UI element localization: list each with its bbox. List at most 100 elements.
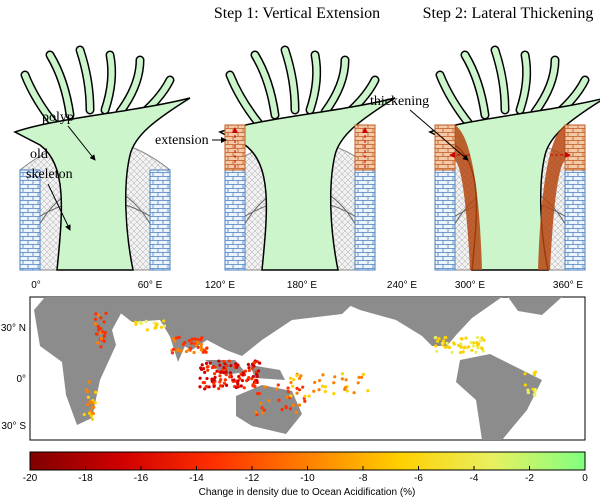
reef-point [86,402,90,407]
reef-point [204,385,208,389]
colorbar-tick-label: -2 [525,473,534,484]
reef-point [262,408,266,412]
reef-point [94,390,98,394]
reef-point [352,391,356,395]
reef-point [295,373,299,378]
reef-point [204,361,209,365]
reef-point [184,349,189,354]
reef-point [212,382,216,386]
reef-point [200,363,204,367]
reef-point [222,381,227,385]
label: skeleton [26,167,73,182]
reef-point [208,361,212,365]
reef-point [205,346,209,350]
reef-point [340,372,345,376]
reef-point [434,336,438,340]
reef-point [196,337,200,342]
reef-point [176,348,180,353]
reef-point [444,336,448,340]
step-panels: Step 1: Vertical Extension Step 2: Later… [15,5,600,270]
longitude-label: 360° E [553,280,583,291]
reef-point [162,319,166,323]
reef-point [286,386,290,390]
reef-point [482,338,486,342]
reef-point [243,369,248,373]
reef-point [340,377,344,381]
reef-point [332,392,336,396]
reef-point [224,370,228,374]
reef-point [203,387,207,391]
reef-point [103,330,107,335]
reef-point [366,389,370,393]
reef-point [234,385,238,390]
reef-point [533,393,537,397]
colorbar-tick-label: -12 [245,473,260,484]
reef-point [299,374,303,378]
reef-point [159,325,164,329]
reef-point [533,387,537,392]
colorbar: Change in density due to Ocean Acidifica… [23,451,588,498]
reef-point [478,339,483,343]
reef-point [294,410,298,414]
reef-point [288,376,293,380]
reef-point [87,411,92,415]
reef-point [441,339,446,343]
reef-point [301,385,305,389]
reef-point [435,349,439,353]
reef-point [218,374,222,378]
longitude-label: 180° E [287,280,317,291]
reef-point [526,388,530,392]
reef-point [245,379,249,383]
reef-point [255,374,259,378]
reef-point [313,380,317,384]
reef-point [480,347,484,351]
reef-point [284,405,288,409]
reef-point [461,350,465,354]
reef-point [173,339,177,343]
reef-point [88,400,92,404]
reef-point [145,328,149,332]
reef-point [222,365,226,370]
reef-point [224,383,229,388]
reef-point [196,340,200,344]
reef-point [320,384,325,388]
reef-point [474,350,478,354]
reef-point [288,407,292,411]
reef-point [217,386,221,391]
reef-point [99,336,104,341]
reef-point [467,345,471,349]
reef-point [223,378,227,382]
reef-point [470,348,474,352]
reef-point [359,375,364,379]
reef-point [225,364,229,368]
reef-point [297,376,302,380]
reef-point [218,363,222,367]
reef-point [212,377,216,382]
reef-point [102,335,107,339]
reef-point [170,351,175,355]
reef-point [177,335,181,339]
reef-point [228,375,232,379]
reef-point [533,370,538,374]
colorbar-tick-label: -14 [189,473,204,484]
colorbar-tick-label: -8 [359,473,368,484]
reef-point [257,392,261,396]
reef-point [201,350,205,354]
pointer [67,125,96,161]
reef-point [87,380,91,384]
reef-point [260,406,264,410]
reef-point [458,350,463,355]
reef-point [251,375,255,379]
reef-point [229,364,233,368]
reef-point [297,403,302,407]
reef-point [210,366,215,370]
reef-point [181,342,186,346]
reef-point [236,379,240,383]
reef-point [138,320,142,324]
thickening [538,125,565,270]
reef-point [94,312,98,316]
reef-point [217,359,221,363]
reef-point [247,368,251,373]
reef-point [263,385,268,389]
reef-point [267,399,271,403]
